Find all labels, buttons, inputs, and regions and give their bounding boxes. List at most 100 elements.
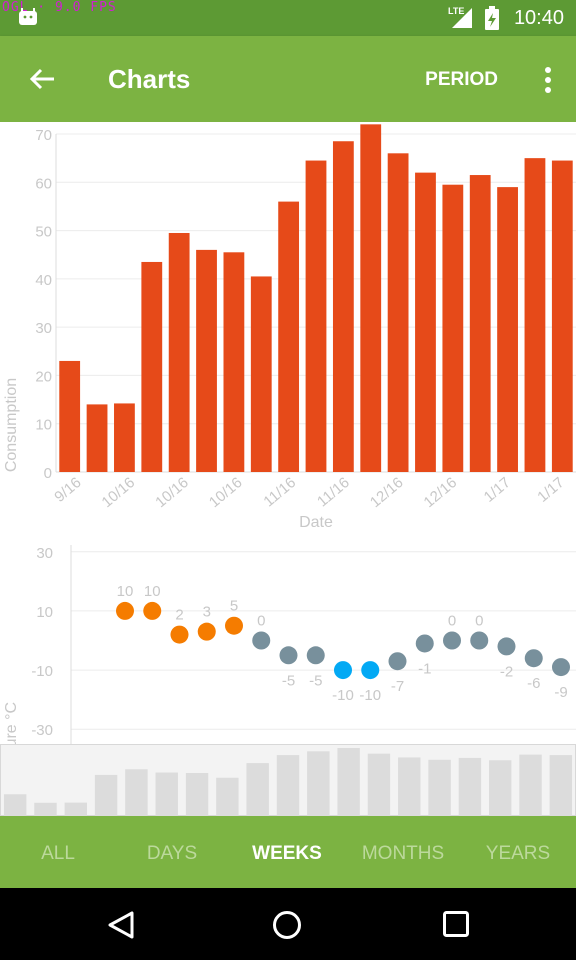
overview-bar [34, 802, 57, 816]
consumption-bar [278, 201, 300, 472]
temperature-point [552, 658, 570, 677]
temperature-value-label: 10 [117, 583, 134, 600]
overview-bar [216, 777, 239, 816]
y-axis-label: Consumption [3, 378, 20, 472]
overview-bar [125, 769, 148, 816]
network-type-label: LTE [448, 6, 465, 16]
temperature-point [116, 601, 134, 620]
overview-bar [185, 773, 209, 816]
tab-weeks[interactable]: WEEKS [252, 843, 322, 864]
y-tick-label: 0 [44, 465, 52, 482]
android-debug-icon [19, 8, 37, 25]
status-time: 10:40 [513, 7, 564, 29]
temperature-value-label: -7 [391, 678, 404, 695]
consumption-bar [469, 175, 491, 473]
overview-bar [519, 754, 542, 816]
temperature-point [497, 637, 516, 656]
overview-bar [307, 751, 330, 816]
temperature-value-label: 0 [448, 613, 456, 630]
status-bar: OGL · 9.0 FPS LTE 10:40 [0, 0, 576, 36]
temperature-value-label: -5 [309, 672, 322, 689]
period-tabs: ALL DAYS WEEKS MONTHS YEARS [0, 816, 576, 888]
y-tick-label: -30 [31, 722, 53, 739]
consumption-bar [332, 141, 354, 472]
temperature-point [361, 661, 380, 680]
overview-chart[interactable] [0, 744, 576, 816]
overview-bar [246, 763, 269, 816]
tab-years[interactable]: YEARS [485, 843, 551, 864]
overflow-menu-icon[interactable] [542, 66, 554, 94]
overview-bar [549, 755, 573, 816]
y-tick-label: 60 [35, 175, 52, 192]
consumption-bar [305, 160, 327, 473]
temperature-point [143, 601, 162, 620]
tab-all[interactable]: ALL [41, 843, 75, 864]
temperature-point [388, 652, 407, 671]
x-tick-label: 12/16 [367, 474, 407, 511]
temperature-point [279, 646, 298, 665]
consumption-bar [551, 160, 573, 473]
period-button[interactable]: PERIOD [425, 69, 498, 90]
overview-bar [64, 802, 88, 816]
overview-bar [458, 757, 482, 816]
consumption-bar [196, 249, 217, 472]
temperature-axis-label: Temperature °C [3, 702, 20, 744]
tab-days[interactable]: DAYS [146, 843, 198, 864]
temperature-value-label: 10 [144, 583, 161, 600]
overview-bar [94, 774, 118, 816]
temperature-value-label: 0 [475, 613, 483, 630]
temperature-value-label: -10 [332, 687, 354, 704]
x-tick-label: 9/16 [51, 474, 84, 506]
consumption-bar [86, 404, 108, 472]
temperature-value-label: -2 [500, 663, 513, 680]
temperature-value-label: 3 [203, 604, 211, 621]
temperature-value-label: -5 [282, 672, 295, 689]
temperature-value-label: -10 [359, 687, 381, 704]
overview-bar [367, 753, 391, 816]
y-tick-label: 20 [35, 368, 52, 385]
x-tick-label: 10/16 [206, 474, 246, 511]
consumption-bar [360, 124, 382, 472]
x-tick-label: 11/16 [260, 474, 299, 510]
back-arrow-icon[interactable] [26, 64, 58, 96]
recents-square-icon[interactable] [442, 910, 470, 938]
consumption-bar [250, 276, 272, 472]
temperature-value-label: -6 [527, 675, 540, 692]
y-tick-label: -10 [31, 663, 53, 680]
tab-months[interactable]: MONTHS [361, 843, 445, 864]
page-title: Charts [108, 64, 191, 94]
y-tick-label: 70 [35, 127, 52, 144]
temperature-point [415, 634, 434, 653]
consumption-bar [524, 158, 546, 472]
signal-icon [452, 8, 472, 28]
overview-bar [3, 794, 27, 816]
y-tick-label: 40 [35, 272, 52, 289]
y-tick-label: 30 [35, 320, 52, 337]
consumption-bar [223, 252, 245, 472]
x-tick-label: 1/17 [534, 474, 567, 506]
y-tick-label: 50 [35, 224, 52, 241]
overview-bar [337, 748, 360, 816]
chart-area: Consumption Date 0 10 20 30 40 50 60 70 9/16 10/1… [0, 122, 576, 816]
consumption-chart: Consumption Date 0 10 20 30 40 50 60 70 9/16 10/1… [3, 124, 576, 531]
y-tick-label: 10 [35, 417, 52, 434]
temperature-point [470, 631, 489, 650]
overview-bar [428, 759, 451, 816]
temperature-value-label: -1 [418, 660, 431, 677]
x-tick-label: 1/17 [481, 474, 514, 506]
temperature-value-label: -9 [554, 684, 567, 701]
consumption-bar [442, 184, 464, 472]
app-bar: Charts PERIOD [0, 36, 576, 122]
consumption-bar [114, 403, 135, 472]
y-tick-label: 30 [36, 545, 53, 562]
temperature-point [443, 631, 461, 650]
consumption-bar [497, 187, 518, 472]
temperature-value-label: 0 [257, 613, 265, 630]
home-circle-icon[interactable] [272, 910, 302, 940]
x-tick-label: 10/16 [152, 474, 192, 511]
back-triangle-icon[interactable] [106, 910, 136, 940]
x-tick-label: 12/16 [421, 474, 461, 511]
overview-bar [155, 772, 178, 816]
battery-icon [485, 6, 499, 30]
temperature-point [197, 622, 216, 641]
